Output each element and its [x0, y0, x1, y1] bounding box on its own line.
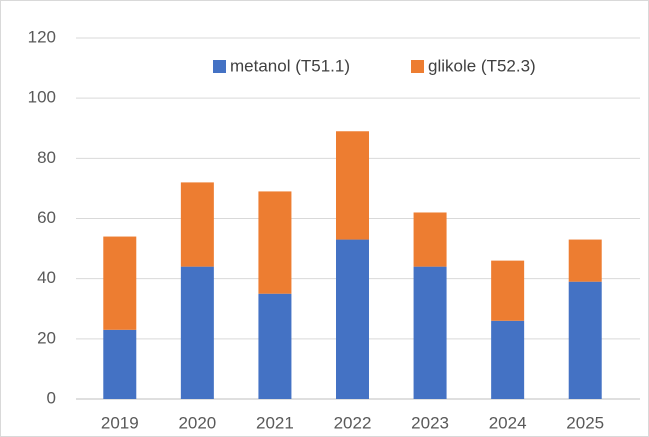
x-tick-label: 2023	[411, 413, 449, 432]
legend-label: metanol (T51.1)	[230, 56, 350, 75]
x-tick-label: 2025	[566, 413, 604, 432]
legend-swatch	[213, 60, 226, 73]
bar-segment	[336, 131, 369, 240]
x-tick-label: 2021	[256, 413, 294, 432]
x-tick-label: 2022	[334, 413, 372, 432]
legend-label: glikole (T52.3)	[428, 56, 536, 75]
bar-segment	[568, 281, 602, 399]
y-tick-label: 40	[37, 268, 56, 287]
x-tick-label: 2019	[101, 413, 139, 432]
bar-segment	[180, 266, 214, 399]
y-tick-label: 120	[28, 27, 56, 46]
bar-segment	[568, 239, 602, 282]
bar-segment	[413, 212, 447, 267]
x-tick-label: 2020	[178, 413, 216, 432]
bar-segment	[336, 239, 369, 399]
y-tick-label: 60	[37, 208, 56, 227]
bar-segment	[491, 260, 525, 321]
y-tick-label: 100	[28, 88, 56, 107]
bar-segment	[258, 191, 292, 294]
bar-segment	[103, 329, 137, 399]
x-tick-label: 2024	[489, 413, 527, 432]
bar-segment	[258, 293, 292, 399]
bar-segment	[103, 236, 137, 330]
legend-swatch	[411, 60, 424, 73]
bar-segment	[491, 320, 525, 399]
y-tick-label: 0	[47, 388, 56, 407]
y-tick-label: 80	[37, 148, 56, 167]
y-tick-label: 20	[37, 328, 56, 347]
bar-segment	[413, 266, 447, 399]
bar-segment	[180, 182, 214, 267]
